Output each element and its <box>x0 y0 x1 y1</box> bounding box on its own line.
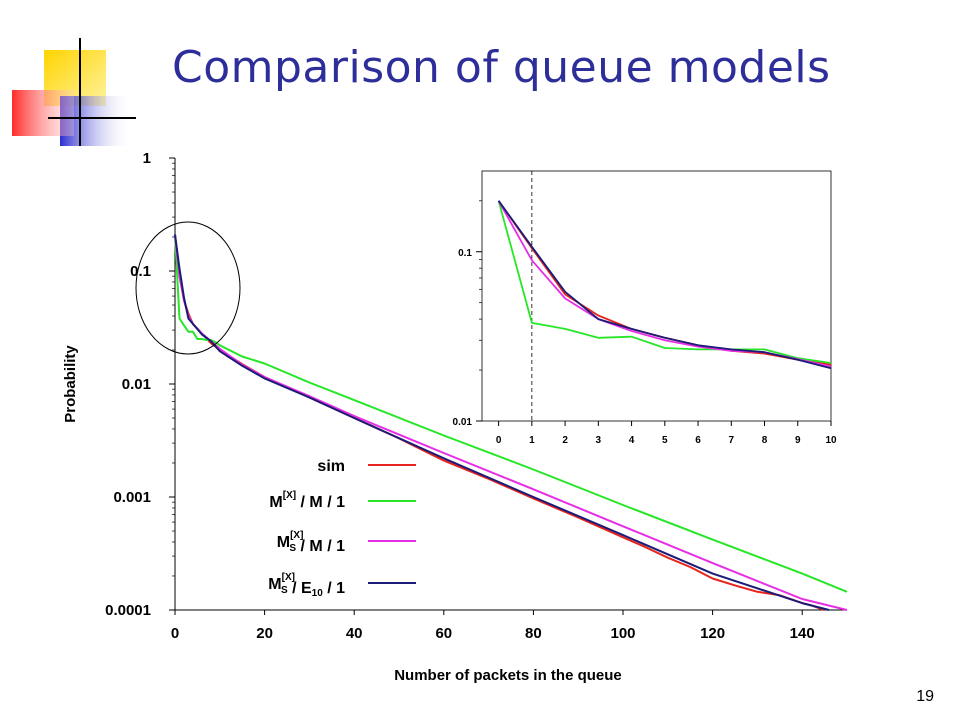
zoom-circle-annotation <box>135 221 241 355</box>
x-tick-label: 3 <box>596 435 602 446</box>
x-tick-label: 8 <box>762 435 768 446</box>
x-tick-label: 0 <box>171 625 179 642</box>
y-tick-label: 1 <box>143 150 151 167</box>
x-tick-label: 10 <box>825 435 837 446</box>
x-tick-label: 7 <box>729 435 735 446</box>
x-tick-label: 20 <box>256 625 273 642</box>
inset-chart-axes: 0.1 0.01 0 1 2 3 4 5 6 7 8 9 10 <box>453 171 837 446</box>
decorative-logo <box>12 38 136 146</box>
series-line-3 <box>497 200 832 370</box>
y-tick-label: 0.1 <box>458 248 472 259</box>
x-tick-label: 5 <box>662 435 668 446</box>
inset-chart-series <box>497 200 832 370</box>
main-chart-series <box>174 234 848 611</box>
legend-label: M[X] / M / 1 <box>269 490 345 511</box>
legend-label: M[X] S / E10 / 1 <box>268 572 345 599</box>
legend-item-3: M[X] S / E10 / 1 <box>268 572 416 599</box>
y-tick-label: 0.1 <box>130 263 151 280</box>
series-line-1 <box>497 200 832 364</box>
legend: sim M[X] / M / 1 M[X] S / M / 1 M[X] S / E10 … <box>268 458 416 599</box>
y-tick-label: 0.0001 <box>105 602 151 619</box>
slide-title: Comparison of queue models <box>172 42 831 93</box>
x-tick-label: 0 <box>496 435 502 446</box>
y-tick-label: 0.01 <box>122 376 151 393</box>
x-tick-label: 80 <box>525 625 542 642</box>
x-tick-label: 140 <box>790 625 815 642</box>
page-number: 19 <box>916 688 934 705</box>
x-tick-label: 9 <box>795 435 801 446</box>
y-tick-label: 0.001 <box>113 489 151 506</box>
y-tick-label: 0.01 <box>453 417 473 428</box>
y-axis-title: Probability <box>62 345 79 423</box>
x-tick-label: 4 <box>629 435 635 446</box>
x-tick-label: 2 <box>562 435 568 446</box>
legend-item-0: sim <box>317 458 416 475</box>
legend-label: M[X] S / M / 1 <box>277 530 345 555</box>
x-tick-label: 1 <box>529 435 535 446</box>
series-line-1 <box>174 234 848 593</box>
inset-plot-frame <box>481 170 832 422</box>
series-line-3 <box>174 234 830 611</box>
x-tick-label: 60 <box>435 625 452 642</box>
legend-item-2: M[X] S / M / 1 <box>277 530 416 555</box>
legend-label: sim <box>317 458 345 475</box>
x-tick-label: 100 <box>610 625 635 642</box>
x-tick-label: 120 <box>700 625 725 642</box>
logo-red-square <box>12 90 74 136</box>
legend-item-1: M[X] / M / 1 <box>269 490 416 511</box>
x-tick-label: 6 <box>695 435 701 446</box>
x-tick-label: 40 <box>346 625 363 642</box>
x-axis-title: Number of packets in the queue <box>394 667 622 684</box>
